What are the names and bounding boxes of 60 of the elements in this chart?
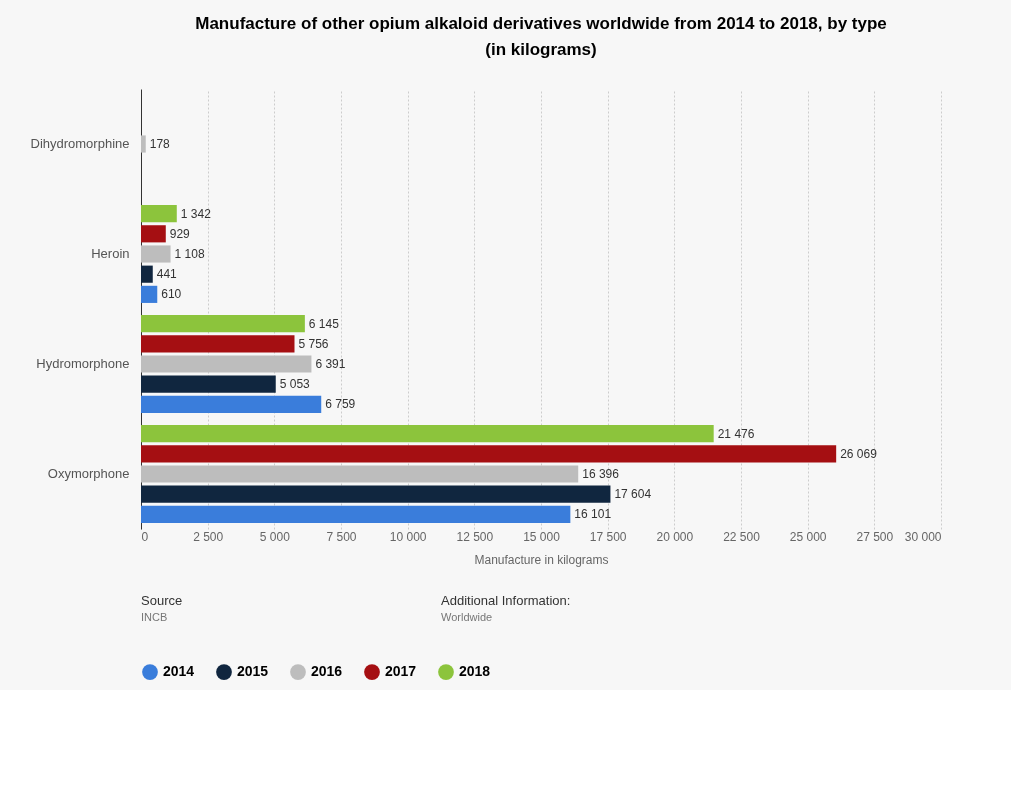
x-tick-label: 2 500: [193, 529, 224, 544]
bar: [141, 285, 158, 303]
bar: [141, 395, 322, 413]
x-tick-label: 30 000: [904, 529, 942, 544]
bar: [141, 265, 153, 283]
y-tick-label: Hydromorphone: [36, 356, 130, 371]
x-tick-label: 12 500: [456, 529, 494, 544]
text: Source: [141, 593, 183, 608]
chart-title: Manufacture of other opium alkaloid derivatives worldwide from 2014 to 2018, by type (in kilograms): [195, 14, 887, 59]
x-tick-label: 10 000: [389, 529, 427, 544]
data-label: 17 604: [614, 487, 652, 502]
bar: [141, 375, 276, 393]
legend-label: 2018: [459, 663, 491, 680]
x-tick-label: 5 000: [259, 529, 291, 544]
text: Worldwide: [441, 611, 493, 623]
data-label: 16 396: [582, 467, 620, 481]
data-label: 21 476: [717, 426, 755, 441]
bar: [141, 135, 146, 153]
y-tick-label: Heroin: [91, 246, 130, 261]
data-label: 1 108: [174, 247, 205, 261]
data-label: 26 069: [840, 446, 878, 461]
text: Additional Information:: [441, 593, 571, 608]
bar: [141, 465, 579, 483]
data-label: 5 756: [298, 336, 329, 351]
x-tick-label: 25 000: [789, 529, 827, 544]
bar: [141, 425, 714, 443]
bar: [141, 485, 611, 503]
x-axis-title: Manufacture in kilograms: [474, 552, 609, 567]
data-label: 6 145: [308, 316, 340, 331]
legend-label: 2017: [385, 663, 417, 680]
x-tick-label: 0: [141, 529, 149, 544]
x-tick-label: 15 000: [523, 529, 561, 544]
data-label: 1 342: [180, 206, 212, 221]
data-label: 610: [161, 287, 182, 302]
data-label: 441: [156, 267, 178, 282]
bar: [141, 315, 305, 333]
bar: [141, 245, 171, 263]
x-tick-label: 22 500: [723, 529, 761, 544]
legend-label: 2015: [237, 663, 269, 680]
bar: [141, 445, 837, 463]
y-tick-label: Oxymorphone: [47, 466, 130, 481]
data-label: 5 053: [279, 377, 311, 392]
y-tick-label: Dihydromorphine: [30, 136, 130, 151]
x-tick-label: 27 500: [856, 529, 894, 544]
bar: [141, 505, 571, 523]
x-tick-label: 20 000: [656, 529, 694, 544]
text: INCB: [141, 611, 168, 623]
x-tick-label: 7 500: [326, 529, 357, 544]
legend-label: 2014: [163, 663, 195, 680]
bar: [141, 355, 312, 373]
bar: [141, 335, 295, 353]
data-label: 929: [169, 226, 191, 241]
data-label: 6 759: [325, 397, 356, 412]
bar: [141, 225, 166, 243]
data-label: 6 391: [315, 357, 346, 371]
data-label: 178: [149, 137, 171, 151]
legend-label: 2016: [311, 663, 343, 680]
x-tick-label: 17 500: [589, 529, 627, 544]
bar: [141, 205, 177, 223]
data-label: 16 101: [574, 507, 612, 522]
